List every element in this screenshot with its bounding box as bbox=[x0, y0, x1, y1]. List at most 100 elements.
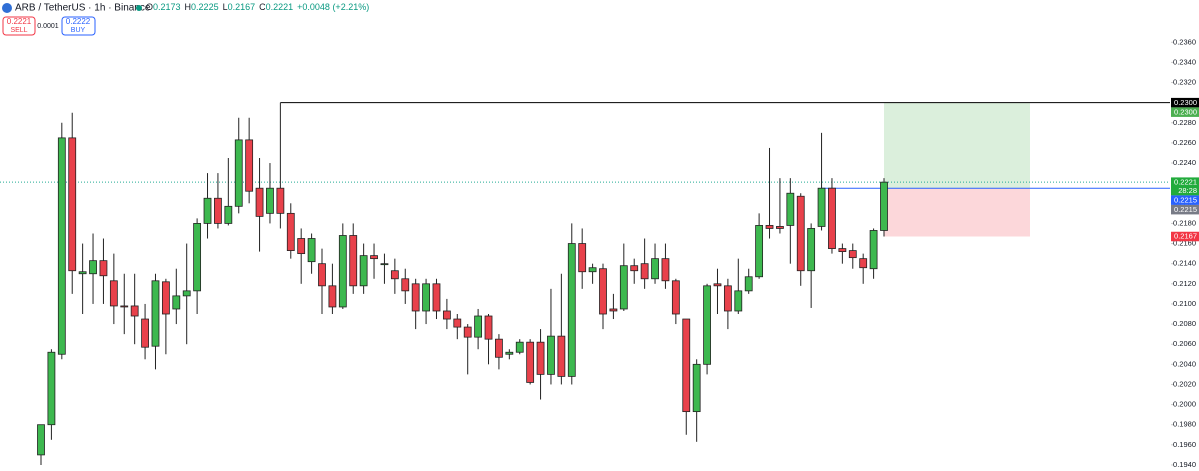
candle-body bbox=[359, 255, 368, 287]
candle-body bbox=[109, 280, 118, 307]
candle-body bbox=[349, 235, 358, 287]
buy-label[interactable]: BUY bbox=[71, 27, 86, 34]
candle-body bbox=[151, 280, 160, 347]
candle-body bbox=[370, 255, 378, 260]
candle-body bbox=[765, 225, 774, 229]
countdown: 28:28 bbox=[1178, 186, 1197, 195]
y-tick-label: 0.2360 bbox=[1173, 37, 1196, 46]
candle-body bbox=[255, 187, 264, 217]
candle-body bbox=[744, 276, 753, 292]
candle-body bbox=[463, 326, 472, 338]
y-tick-label: 0.2180 bbox=[1173, 218, 1196, 227]
candle-body bbox=[120, 305, 129, 308]
price-label-box bbox=[1171, 177, 1199, 196]
price-label-box bbox=[1171, 195, 1199, 205]
candle-body bbox=[619, 265, 628, 310]
y-tick-label: 0.2260 bbox=[1173, 138, 1196, 147]
candle-body bbox=[328, 285, 337, 308]
candle-body bbox=[172, 295, 181, 310]
candle-body bbox=[182, 290, 191, 297]
candle-body bbox=[796, 195, 805, 272]
market-status bbox=[136, 5, 142, 11]
symbol: ARB / TetherUS · 1h · Binance bbox=[15, 3, 151, 14]
candle-body bbox=[651, 258, 659, 280]
candle-body bbox=[599, 268, 607, 315]
candle-body bbox=[661, 258, 670, 282]
candle-body bbox=[682, 318, 691, 413]
y-tick-label: 0.2340 bbox=[1173, 57, 1196, 66]
y-tick-label: 0.2100 bbox=[1173, 299, 1196, 308]
candle-body bbox=[89, 260, 97, 275]
stop-zone bbox=[884, 188, 1030, 237]
candle-body bbox=[807, 228, 816, 272]
candle-body bbox=[869, 230, 878, 270]
y-tick-label: 0.2320 bbox=[1173, 78, 1196, 87]
candle-body bbox=[776, 226, 784, 229]
readout-value: 0.2167 bbox=[228, 2, 256, 12]
candle-body bbox=[245, 139, 254, 192]
candle-body bbox=[505, 351, 514, 355]
candle-body bbox=[286, 212, 295, 251]
candle-body bbox=[297, 238, 306, 255]
buy-button[interactable] bbox=[61, 16, 96, 36]
y-tick-label: 0.2240 bbox=[1173, 158, 1196, 167]
candle-body bbox=[723, 285, 732, 312]
candle-body bbox=[307, 238, 316, 263]
candle-body bbox=[411, 283, 420, 312]
candle-body bbox=[848, 250, 857, 259]
candle-body bbox=[161, 281, 170, 315]
candle-body bbox=[99, 260, 108, 277]
candle-body bbox=[578, 243, 587, 273]
candle-body bbox=[755, 225, 764, 278]
candle-body bbox=[713, 283, 722, 287]
buy-price[interactable]: 0.2222 bbox=[66, 17, 91, 26]
candle-body bbox=[567, 243, 576, 377]
candle-body bbox=[495, 338, 503, 358]
y-tick-label: 0.1960 bbox=[1173, 440, 1196, 449]
candle-body bbox=[380, 263, 389, 266]
candle-body bbox=[692, 363, 701, 413]
price-label-box bbox=[1171, 204, 1199, 215]
candle-body bbox=[734, 290, 743, 312]
candle-body bbox=[47, 351, 56, 426]
readout-key: O bbox=[146, 2, 153, 12]
candle-body bbox=[432, 283, 441, 312]
candle-body bbox=[422, 283, 430, 312]
y-tick-label: 0.2080 bbox=[1173, 319, 1196, 328]
candle-body bbox=[838, 248, 847, 253]
y-tick-label: 0.2040 bbox=[1173, 359, 1196, 368]
price-label: 0.2215 bbox=[1174, 195, 1197, 204]
candle-body bbox=[68, 137, 77, 272]
y-tick-label: 0.2120 bbox=[1173, 279, 1196, 288]
symbol-icon bbox=[2, 3, 12, 13]
price-label: 0.2221 bbox=[1174, 177, 1197, 186]
candle-body bbox=[78, 271, 87, 275]
readout-key: C bbox=[259, 2, 266, 12]
candle-body bbox=[338, 235, 347, 308]
readout-change: +0.0048 (+2.21%) bbox=[297, 2, 369, 12]
candle-body bbox=[318, 263, 326, 287]
candle-body bbox=[37, 424, 45, 456]
y-tick-label: 0.2060 bbox=[1173, 339, 1196, 348]
target-zone bbox=[884, 102, 1030, 189]
sell-label[interactable]: SELL bbox=[10, 27, 27, 34]
price-label: 0.2215 bbox=[1174, 205, 1197, 214]
sell-button[interactable] bbox=[2, 16, 36, 36]
price-label: 0.2300 bbox=[1174, 107, 1197, 116]
y-tick-label: 0.1980 bbox=[1173, 420, 1196, 429]
candle-body bbox=[515, 341, 524, 353]
candle-body bbox=[703, 285, 711, 365]
candle-body bbox=[203, 197, 212, 224]
candle-body bbox=[609, 308, 618, 312]
sell-price[interactable]: 0.2221 bbox=[7, 17, 32, 26]
candle-body bbox=[214, 197, 222, 224]
y-tick-label: 0.1940 bbox=[1173, 460, 1196, 469]
candle-body bbox=[193, 223, 202, 292]
price-label-box bbox=[1171, 231, 1199, 242]
candle-body bbox=[588, 267, 597, 273]
y-tick-label: 0.2160 bbox=[1173, 239, 1196, 248]
candle-body bbox=[880, 181, 888, 231]
spread: 0.0001 bbox=[37, 23, 59, 30]
candle-body bbox=[276, 187, 285, 214]
price-label-box bbox=[1171, 107, 1199, 117]
